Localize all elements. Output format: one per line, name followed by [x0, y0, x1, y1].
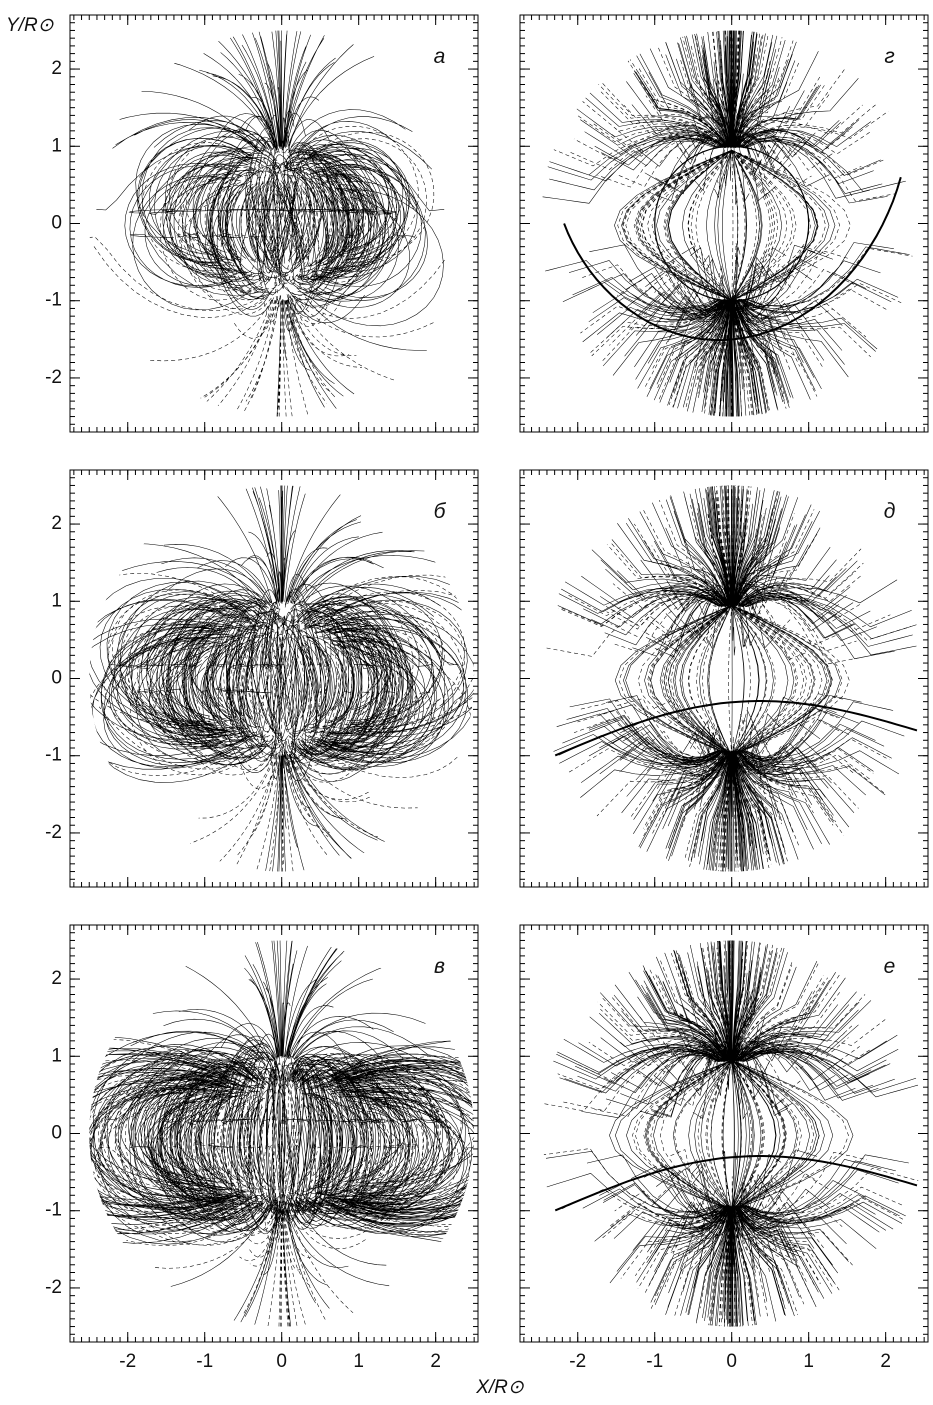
y-tick-label: 2: [51, 968, 62, 989]
panel: -2 -1 0 1 2 -2 -1 0 1 2 в: [45, 924, 479, 1372]
x-tick-label: -1: [196, 1351, 213, 1372]
field-line-dashed: [89, 1038, 475, 1327]
panel: -2 -1 0 1 2 е: [519, 924, 929, 1372]
y-tick-label: 0: [51, 668, 62, 689]
field-line-dashed: [546, 485, 912, 872]
panel-label: д: [884, 500, 896, 523]
sun-limb: [654, 145, 810, 302]
x-tick-label: 0: [276, 1351, 287, 1372]
y-tick-label: -1: [45, 1200, 62, 1221]
panel-label: е: [884, 955, 896, 978]
y-tick-label: -1: [45, 745, 62, 766]
y-tick-label: -1: [45, 290, 62, 311]
x-tick-label: 2: [880, 1351, 891, 1372]
x-axis-label: X/R⊙: [475, 1377, 524, 1398]
panel: д: [519, 469, 929, 888]
panel-label: а: [434, 45, 446, 68]
field-lines: [546, 485, 925, 872]
y-tick-label: 1: [51, 135, 62, 156]
field-line-dashed: [89, 573, 475, 872]
field-line: [547, 485, 918, 872]
plot-frame: [519, 924, 929, 1343]
x-tick-label: 1: [803, 1351, 814, 1372]
panel: г: [519, 14, 929, 433]
x-tick-label: 0: [726, 1351, 737, 1372]
x-tick-label: -2: [119, 1351, 136, 1372]
field-lines: [89, 940, 475, 1327]
y-tick-label: 1: [51, 590, 62, 611]
field-line-dashed: [547, 30, 913, 417]
field-line-dashed: [539, 940, 919, 1327]
x-tick-label: -2: [569, 1351, 586, 1372]
panel: -2 -1 0 1 2 а: [45, 14, 479, 433]
y-tick-label: -2: [45, 822, 62, 843]
panel-label: б: [434, 500, 447, 523]
current-sheet: [554, 1154, 925, 1212]
field-line: [96, 30, 445, 417]
field-line-dashed: [89, 126, 446, 417]
y-tick-label: 0: [51, 213, 62, 234]
y-axis-label: Y/R⊙: [6, 15, 54, 36]
plot-frame: [69, 14, 479, 433]
y-tick-label: 2: [51, 513, 62, 534]
panel-label: г: [884, 45, 894, 68]
field-lines: [89, 30, 446, 417]
y-tick-label: -2: [45, 367, 62, 388]
field-line: [544, 940, 924, 1327]
panel-label: в: [434, 955, 445, 978]
current-sheet: [554, 699, 925, 757]
plot-frame: [519, 14, 929, 433]
y-tick-label: 0: [51, 1123, 62, 1144]
panel: -2 -1 0 1 2 б: [45, 469, 479, 888]
x-tick-label: 1: [353, 1351, 364, 1372]
y-tick-label: -2: [45, 1277, 62, 1298]
y-tick-label: 2: [51, 58, 62, 79]
field-line: [89, 485, 475, 872]
x-tick-label: 2: [430, 1351, 441, 1372]
y-tick-label: 1: [51, 1045, 62, 1066]
field-lines: [89, 485, 475, 872]
x-tick-label: -1: [646, 1351, 663, 1372]
field-lines: [539, 30, 913, 417]
field-lines: [539, 940, 925, 1327]
